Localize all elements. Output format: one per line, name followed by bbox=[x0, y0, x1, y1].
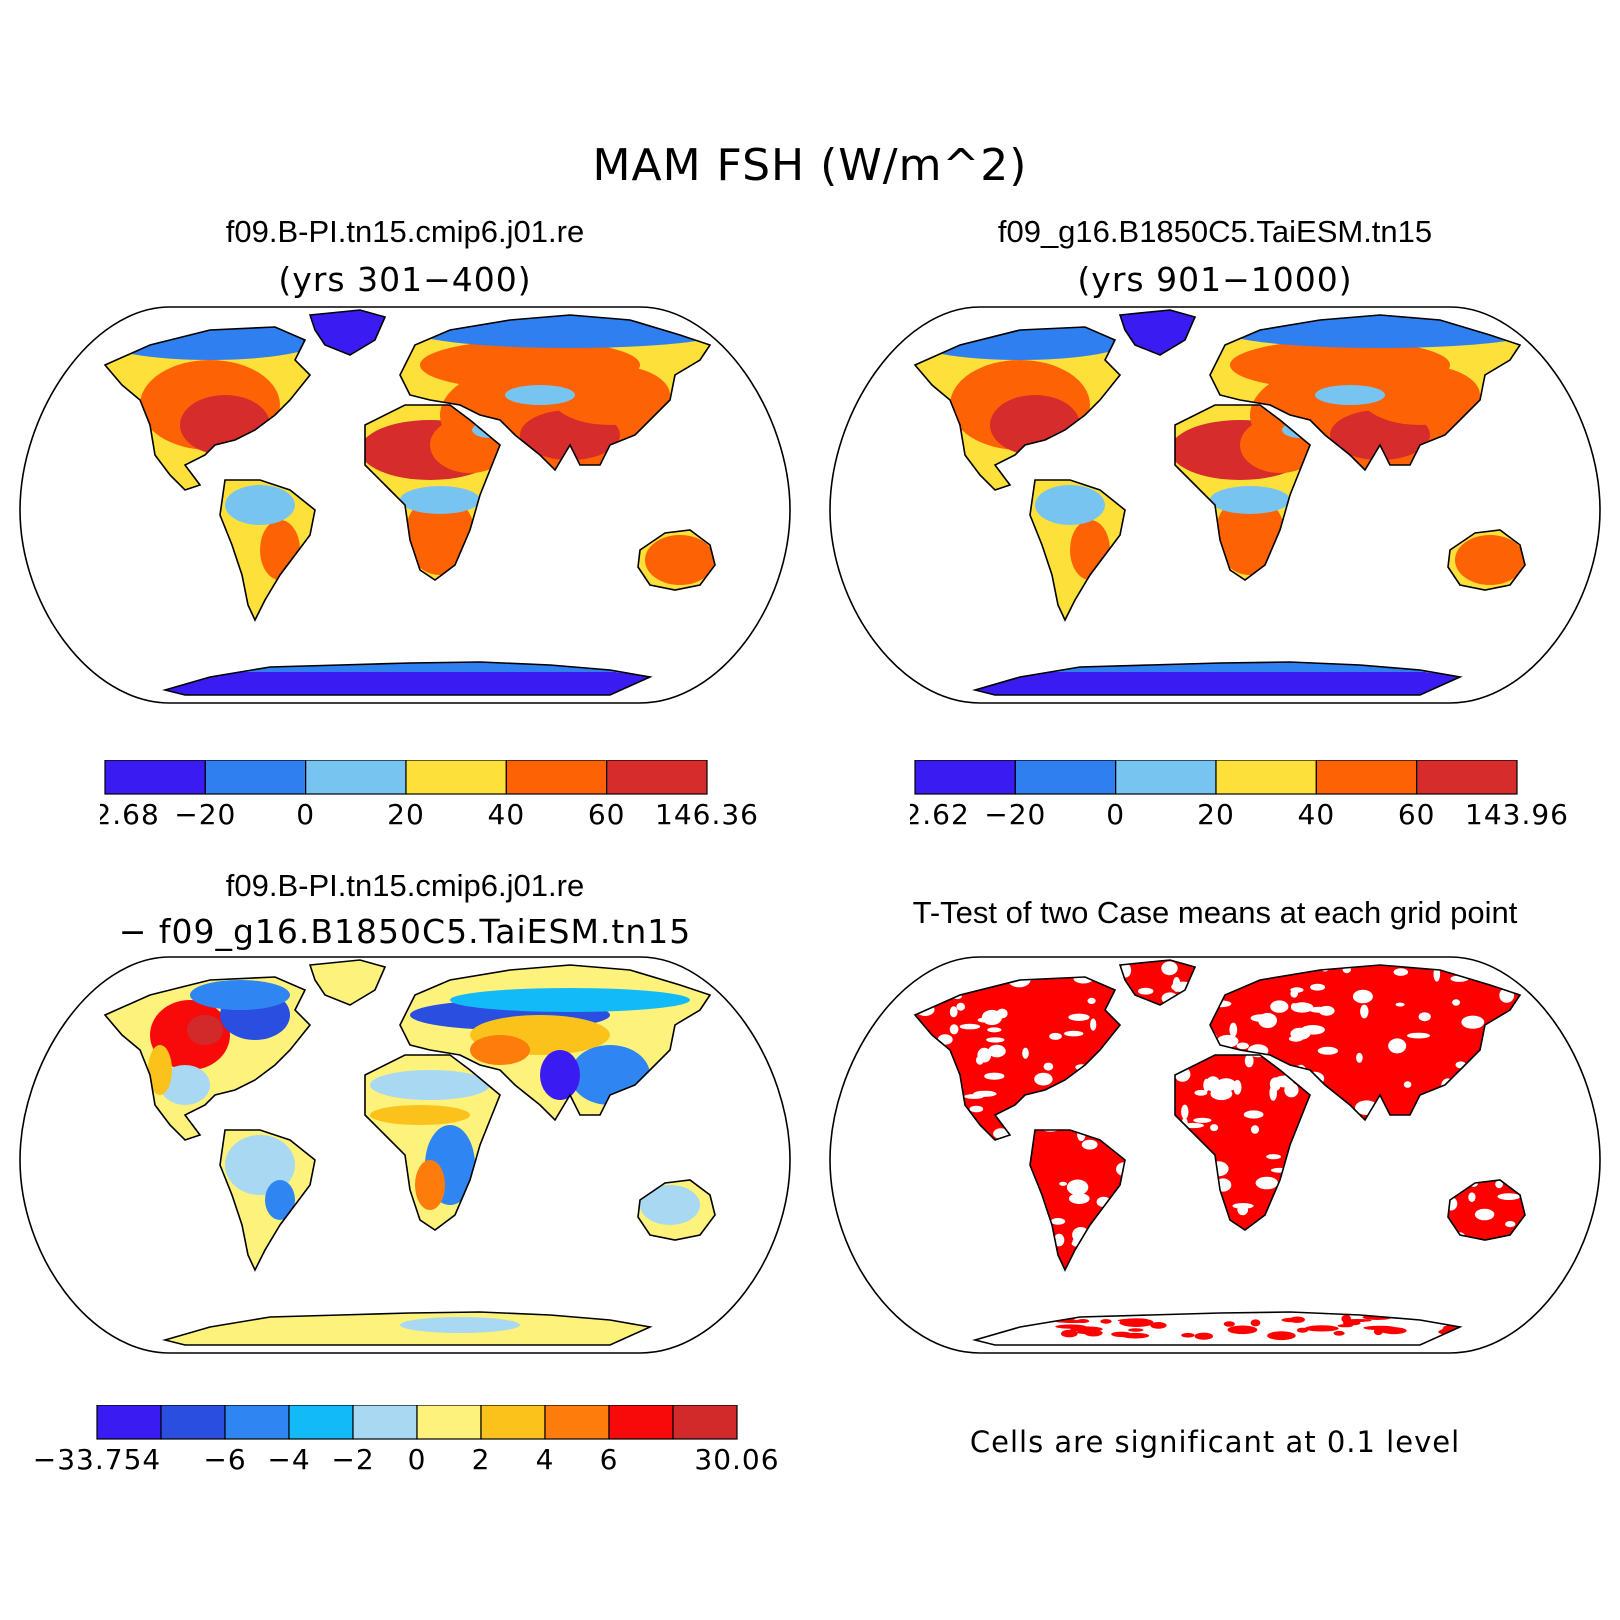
panel1-title: f09.B-PI.tn15.cmip6.j01.re bbox=[225, 214, 585, 249]
colorbar-label: 40 bbox=[488, 798, 526, 830]
colorbar-label: 40 bbox=[1298, 798, 1336, 830]
colorbar-box bbox=[1215, 760, 1317, 795]
map-frame bbox=[19, 306, 791, 704]
northAmerica-coastline bbox=[913, 976, 1122, 1141]
colorbar-label: 60 bbox=[1398, 798, 1436, 830]
colorbar-label: −33.754 bbox=[33, 1443, 161, 1475]
map-frame bbox=[829, 306, 1601, 704]
northAmerica-coastline bbox=[103, 976, 312, 1141]
colorbar-box bbox=[416, 1405, 482, 1440]
colorbar-label: 0 bbox=[296, 798, 315, 830]
panel3-map bbox=[10, 955, 800, 1365]
africa-coastline bbox=[1174, 1054, 1311, 1231]
colorbar-label: −20 bbox=[174, 798, 236, 830]
colorbar-label: −42.68 bbox=[100, 798, 160, 830]
southAmerica-coastline bbox=[219, 1129, 316, 1272]
colorbar-box bbox=[1416, 760, 1518, 795]
colorbar-label: −2 bbox=[331, 1443, 374, 1475]
panel3-colorbar: −33.754 −6 −4 −2 0 2 4 6 30.06 bbox=[25, 1405, 785, 1475]
map-frame bbox=[829, 956, 1601, 1354]
colorbar-label: 143.96 bbox=[1465, 798, 1569, 830]
australia-coastline bbox=[637, 1179, 716, 1241]
colorbar-box bbox=[104, 760, 206, 795]
northAmerica-coastline bbox=[913, 326, 1122, 491]
northAmerica-coastline bbox=[103, 326, 312, 491]
colorbar-label: 20 bbox=[387, 798, 425, 830]
colorbar-box bbox=[160, 1405, 226, 1440]
map-frame bbox=[19, 956, 791, 1354]
colorbar-box bbox=[606, 760, 708, 795]
colorbar-label: 6 bbox=[600, 1443, 619, 1475]
colorbar-label: −42.62 bbox=[910, 798, 970, 830]
colorbar-box bbox=[1014, 760, 1117, 795]
panel3-subtitle: − f09_g16.B1850C5.TaiESM.tn15 bbox=[118, 912, 692, 951]
eurasia-coastline bbox=[399, 964, 712, 1122]
colorbar-label: 4 bbox=[536, 1443, 555, 1475]
figure-title: MAM FSH (W/m^2) bbox=[592, 140, 1028, 191]
eurasia-coastline bbox=[1209, 314, 1522, 472]
colorbar-box bbox=[608, 1405, 674, 1440]
colorbar-box bbox=[96, 1405, 162, 1440]
colorbar-label: 60 bbox=[588, 798, 626, 830]
eurasia-coastline bbox=[1209, 964, 1522, 1122]
panel2-colorbar: −42.62 −20 0 20 40 60 143.96 bbox=[910, 760, 1590, 830]
greenland-coastline bbox=[1118, 959, 1197, 1006]
colorbar-box bbox=[224, 1405, 290, 1440]
greenland-coastline bbox=[308, 309, 387, 356]
colorbar-label: 0 bbox=[408, 1443, 427, 1475]
colorbar-box bbox=[672, 1405, 738, 1440]
colorbar-label: −6 bbox=[203, 1443, 246, 1475]
colorbar-box bbox=[305, 760, 407, 795]
colorbar-label: 2 bbox=[472, 1443, 491, 1475]
colorbar-box bbox=[544, 1405, 610, 1440]
colorbar-box bbox=[1315, 760, 1418, 795]
panel1-colorbar: −42.68 −20 0 20 40 60 146.36 bbox=[100, 760, 780, 830]
colorbar-label: 30.06 bbox=[694, 1443, 779, 1475]
panel4-map bbox=[820, 955, 1610, 1365]
colorbar-label: 0 bbox=[1106, 798, 1125, 830]
eurasia-coastline bbox=[399, 314, 712, 472]
panel4-title: T-Test of two Case means at each grid po… bbox=[912, 895, 1518, 930]
colorbar-box bbox=[204, 760, 307, 795]
significance-note: Cells are significant at 0.1 level bbox=[969, 1425, 1461, 1459]
australia-coastline bbox=[1447, 1179, 1526, 1241]
colorbar-label: 20 bbox=[1197, 798, 1235, 830]
africa-coastline bbox=[364, 404, 501, 581]
colorbar-box bbox=[505, 760, 608, 795]
australia-coastline bbox=[1447, 529, 1526, 591]
panel2-title: f09_g16.B1850C5.TaiESM.tn15 bbox=[997, 214, 1433, 249]
antarctica-coastline bbox=[161, 1311, 653, 1346]
antarctica-coastline bbox=[971, 1311, 1463, 1346]
africa-coastline bbox=[364, 1054, 501, 1231]
colorbar-box bbox=[480, 1405, 546, 1440]
antarctica-coastline bbox=[971, 661, 1463, 696]
colorbar-label: −4 bbox=[267, 1443, 310, 1475]
panel2-subtitle: (yrs 901−1000) bbox=[1077, 260, 1353, 299]
colorbar-box bbox=[914, 760, 1016, 795]
colorbar-box bbox=[352, 1405, 418, 1440]
greenland-coastline bbox=[1118, 309, 1197, 356]
colorbar-box bbox=[405, 760, 507, 795]
panel3-title: f09.B-PI.tn15.cmip6.j01.re bbox=[225, 868, 585, 903]
colorbar-box bbox=[1115, 760, 1217, 795]
southAmerica-coastline bbox=[1029, 1129, 1126, 1272]
panel2-map bbox=[820, 305, 1610, 715]
antarctica-coastline bbox=[161, 661, 653, 696]
panel1-subtitle: (yrs 301−400) bbox=[278, 260, 532, 299]
colorbar-label: −20 bbox=[984, 798, 1046, 830]
africa-coastline bbox=[1174, 404, 1311, 581]
panel1-map bbox=[10, 305, 800, 715]
greenland-coastline bbox=[308, 959, 387, 1006]
colorbar-label: 146.36 bbox=[655, 798, 759, 830]
southAmerica-coastline bbox=[1029, 479, 1126, 622]
colorbar-box bbox=[288, 1405, 354, 1440]
southAmerica-coastline bbox=[219, 479, 316, 622]
australia-coastline bbox=[637, 529, 716, 591]
